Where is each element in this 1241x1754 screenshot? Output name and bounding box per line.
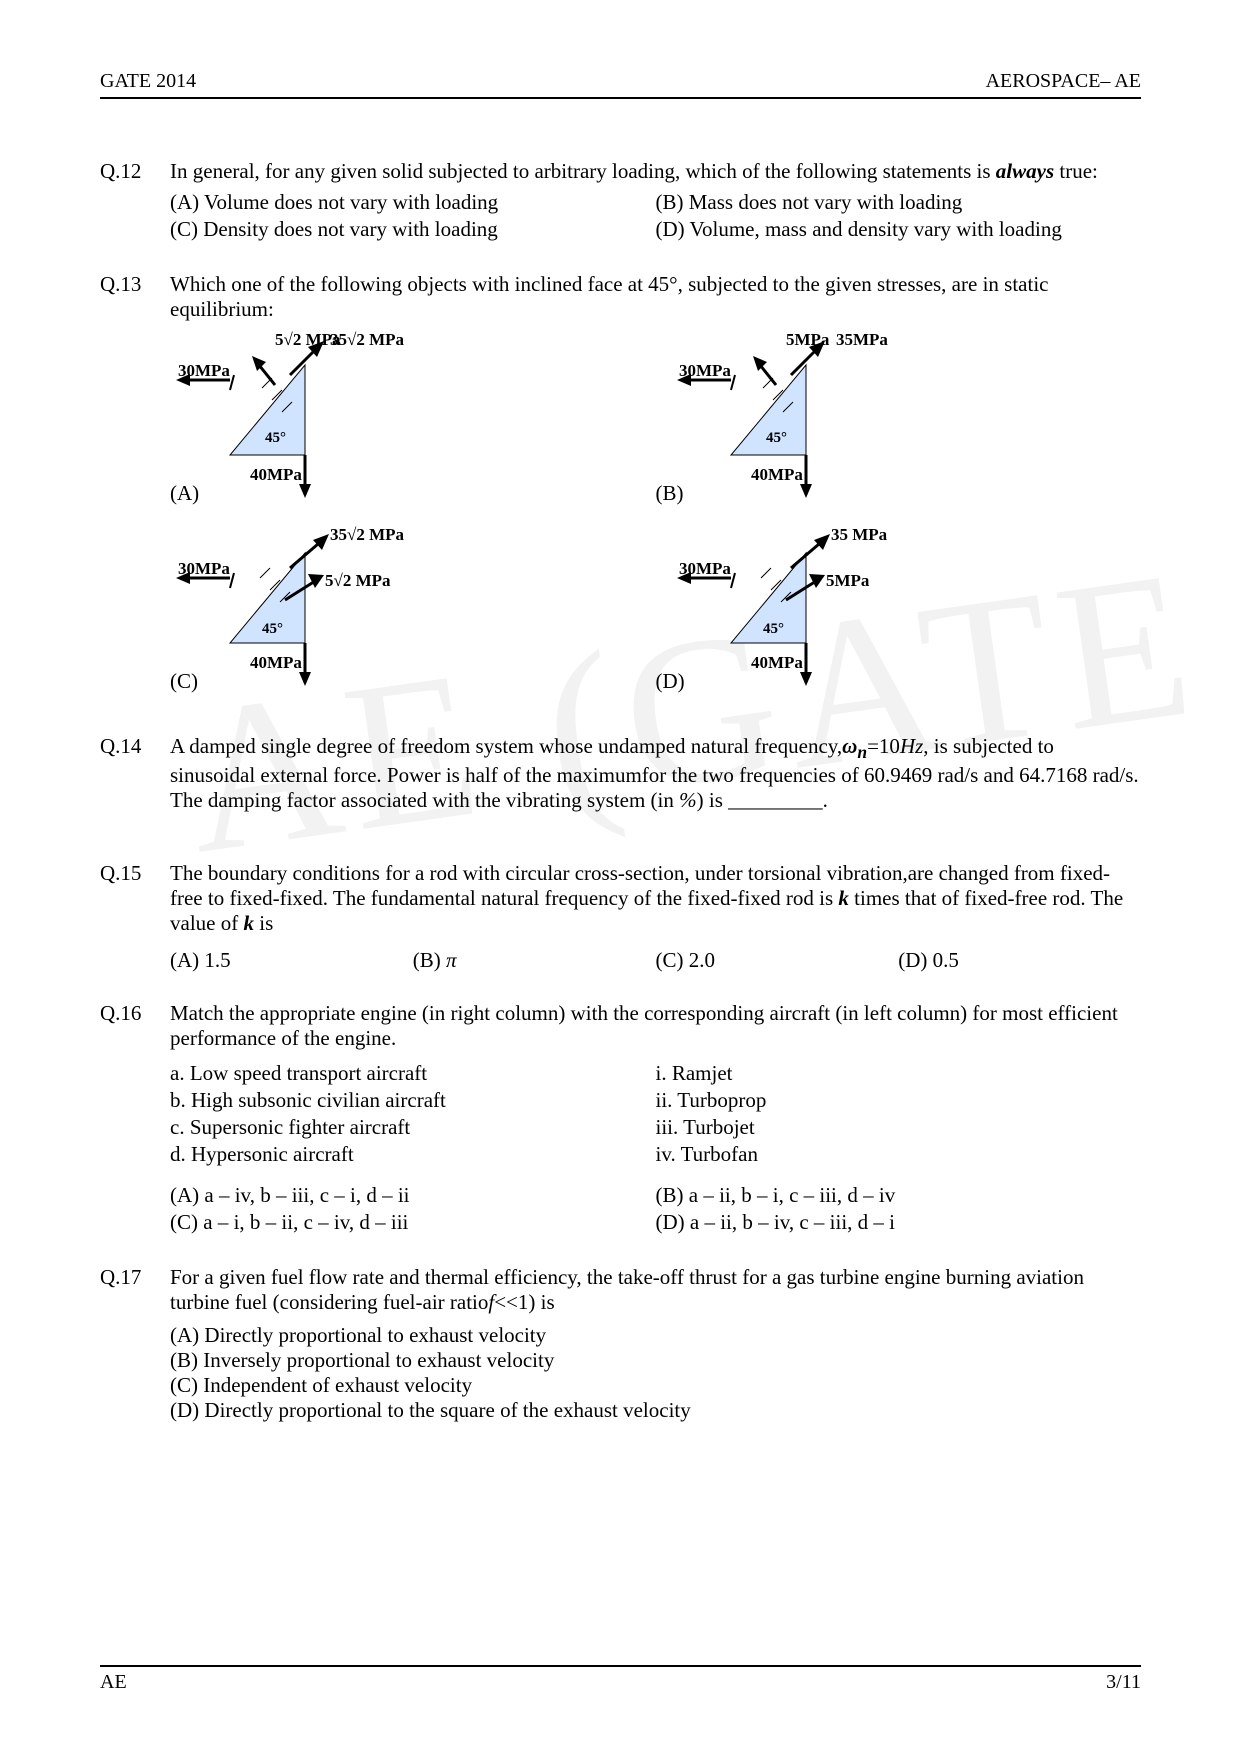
q12-text1: In general, for any given solid subjecte… bbox=[170, 159, 996, 183]
q14-t4: ) is _________. bbox=[697, 788, 828, 812]
q17-text: For a given fuel flow rate and thermal e… bbox=[170, 1265, 1141, 1315]
q12-text: In general, for any given solid subjecte… bbox=[170, 159, 1141, 184]
q16-right-col: i. Ramjet ii. Turboprop iii. Turbojet iv… bbox=[656, 1061, 1142, 1169]
q16-opt-a: (A) a – iv, b – iii, c – i, d – ii bbox=[170, 1183, 656, 1208]
page-header: GATE 2014 AEROSPACE– AE bbox=[100, 70, 1141, 99]
page-footer: AE 3/11 bbox=[100, 1665, 1141, 1694]
q13-diagram-c: 35√2 MPa 5√2 MPa 30MPa 40MPa 45° (C) bbox=[170, 518, 656, 698]
q14-t1: A damped single degree of freedom system… bbox=[170, 734, 842, 758]
q15-opt-c: (C) 2.0 bbox=[656, 948, 899, 973]
q17-t2: <<1) is bbox=[494, 1290, 554, 1314]
q12-emph: always bbox=[996, 159, 1054, 183]
q16-left-a: a. Low speed transport aircraft bbox=[170, 1061, 656, 1086]
q16-right-i: i. Ramjet bbox=[656, 1061, 1142, 1086]
q17-t1: For a given fuel flow rate and thermal e… bbox=[170, 1265, 1084, 1314]
q12-opt-c: (C) Density does not vary with loading bbox=[170, 217, 656, 242]
q12-text3: true: bbox=[1054, 159, 1098, 183]
q16-opt-d: (D) a – ii, b – iv, c – iii, d – i bbox=[656, 1210, 1142, 1235]
q15-k1: k bbox=[838, 886, 849, 910]
q14-pct: % bbox=[679, 788, 697, 812]
q15-opt-a: (A) 1.5 bbox=[170, 948, 413, 973]
q12-opt-d: (D) Volume, mass and density vary with l… bbox=[656, 217, 1142, 242]
q14-hz: Hz bbox=[900, 734, 923, 758]
q17-opt-c: (C) Independent of exhaust velocity bbox=[170, 1373, 1141, 1398]
question-16: Q.16 Match the appropriate engine (in ri… bbox=[100, 1001, 1141, 1237]
question-14: Q.14 A damped single degree of freedom s… bbox=[100, 734, 1141, 813]
q13-label-c: (C) bbox=[170, 669, 198, 694]
q16-opt-c: (C) a – i, b – ii, c – iv, d – iii bbox=[170, 1210, 656, 1235]
q13-label-a: (A) bbox=[170, 481, 199, 506]
q14-omega: ω bbox=[842, 734, 857, 758]
svg-text:35√2 MPa: 35√2 MPa bbox=[330, 525, 405, 544]
svg-text:35√2 MPa: 35√2 MPa bbox=[330, 330, 405, 349]
q13-diagram-d: 35 MPa 5MPa 30MPa 40MPa 45° (D) bbox=[656, 518, 1142, 698]
q17-number: Q.17 bbox=[100, 1265, 170, 1423]
svg-text:40MPa: 40MPa bbox=[250, 465, 302, 484]
q15-opt-d: (D) 0.5 bbox=[898, 948, 1141, 973]
svg-text:45°: 45° bbox=[265, 430, 286, 446]
footer-left: AE bbox=[100, 1671, 127, 1694]
svg-text:40MPa: 40MPa bbox=[250, 653, 302, 672]
q17-opt-a: (A) Directly proportional to exhaust vel… bbox=[170, 1323, 1141, 1348]
q13-label-d: (D) bbox=[656, 669, 685, 694]
q15-text: The boundary conditions for a rod with c… bbox=[170, 861, 1141, 936]
svg-text:30MPa: 30MPa bbox=[178, 559, 230, 578]
q12-opt-a: (A) Volume does not vary with loading bbox=[170, 190, 656, 215]
q13-svg-c: 35√2 MPa 5√2 MPa 30MPa 40MPa 45° bbox=[170, 518, 480, 693]
q13-diagram-a: 5√2 MPa 35√2 MPa 30MPa 40MPa 45° (A) bbox=[170, 330, 656, 510]
q14-sub: n bbox=[857, 742, 867, 762]
q16-text: Match the appropriate engine (in right c… bbox=[170, 1001, 1141, 1051]
q15-b-pre: (B) bbox=[413, 948, 446, 972]
q16-opt-b: (B) a – ii, b – i, c – iii, d – iv bbox=[656, 1183, 1142, 1208]
q15-k2: k bbox=[243, 911, 254, 935]
q17-opt-d: (D) Directly proportional to the square … bbox=[170, 1398, 1141, 1423]
q16-right-iii: iii. Turbojet bbox=[656, 1115, 1142, 1140]
q16-left-col: a. Low speed transport aircraft b. High … bbox=[170, 1061, 656, 1169]
q12-opt-b: (B) Mass does not vary with loading bbox=[656, 190, 1142, 215]
question-15: Q.15 The boundary conditions for a rod w… bbox=[100, 861, 1141, 973]
q15-opt-b: (B) π bbox=[413, 948, 656, 973]
question-12: Q.12 In general, for any given solid sub… bbox=[100, 159, 1141, 244]
q16-number: Q.16 bbox=[100, 1001, 170, 1237]
svg-text:5MPa: 5MPa bbox=[826, 571, 870, 590]
footer-right: 3/11 bbox=[1106, 1671, 1141, 1694]
q16-left-b: b. High subsonic civilian aircraft bbox=[170, 1088, 656, 1113]
q14-text: A damped single degree of freedom system… bbox=[170, 734, 1141, 813]
q13-svg-b: 5MPa 35MPa 30MPa 40MPa 45° bbox=[656, 330, 966, 505]
question-13: Q.13 Which one of the following objects … bbox=[100, 272, 1141, 706]
q13-diagram-b: 5MPa 35MPa 30MPa 40MPa 45° (B) bbox=[656, 330, 1142, 510]
svg-text:5MPa: 5MPa bbox=[786, 330, 830, 349]
q15-t3: is bbox=[254, 911, 273, 935]
q17-opt-b: (B) Inversely proportional to exhaust ve… bbox=[170, 1348, 1141, 1373]
q16-right-ii: ii. Turboprop bbox=[656, 1088, 1142, 1113]
q16-right-iv: iv. Turbofan bbox=[656, 1142, 1142, 1167]
header-left: GATE 2014 bbox=[100, 70, 196, 93]
svg-text:40MPa: 40MPa bbox=[751, 465, 803, 484]
q13-text: Which one of the following objects with … bbox=[170, 272, 1141, 322]
q16-left-d: d. Hypersonic aircraft bbox=[170, 1142, 656, 1167]
q16-left-c: c. Supersonic fighter aircraft bbox=[170, 1115, 656, 1140]
header-right: AEROSPACE– AE bbox=[986, 70, 1141, 93]
q13-svg-a: 5√2 MPa 35√2 MPa 30MPa 40MPa 45° bbox=[170, 330, 480, 505]
svg-text:35 MPa: 35 MPa bbox=[831, 525, 888, 544]
svg-text:30MPa: 30MPa bbox=[178, 361, 230, 380]
q15-b-val: π bbox=[446, 948, 457, 972]
svg-text:45°: 45° bbox=[766, 430, 787, 446]
q13-number: Q.13 bbox=[100, 272, 170, 706]
q13-label-b: (B) bbox=[656, 481, 684, 506]
q13-svg-d: 35 MPa 5MPa 30MPa 40MPa 45° bbox=[656, 518, 966, 693]
svg-text:45°: 45° bbox=[763, 621, 784, 637]
svg-text:35MPa: 35MPa bbox=[836, 330, 888, 349]
svg-text:30MPa: 30MPa bbox=[679, 361, 731, 380]
question-17: Q.17 For a given fuel flow rate and ther… bbox=[100, 1265, 1141, 1423]
svg-text:5√2 MPa: 5√2 MPa bbox=[325, 571, 391, 590]
q14-number: Q.14 bbox=[100, 734, 170, 813]
q14-t2: =10 bbox=[867, 734, 900, 758]
svg-text:45°: 45° bbox=[262, 621, 283, 637]
q12-number: Q.12 bbox=[100, 159, 170, 244]
q15-number: Q.15 bbox=[100, 861, 170, 973]
svg-text:30MPa: 30MPa bbox=[679, 559, 731, 578]
svg-text:40MPa: 40MPa bbox=[751, 653, 803, 672]
